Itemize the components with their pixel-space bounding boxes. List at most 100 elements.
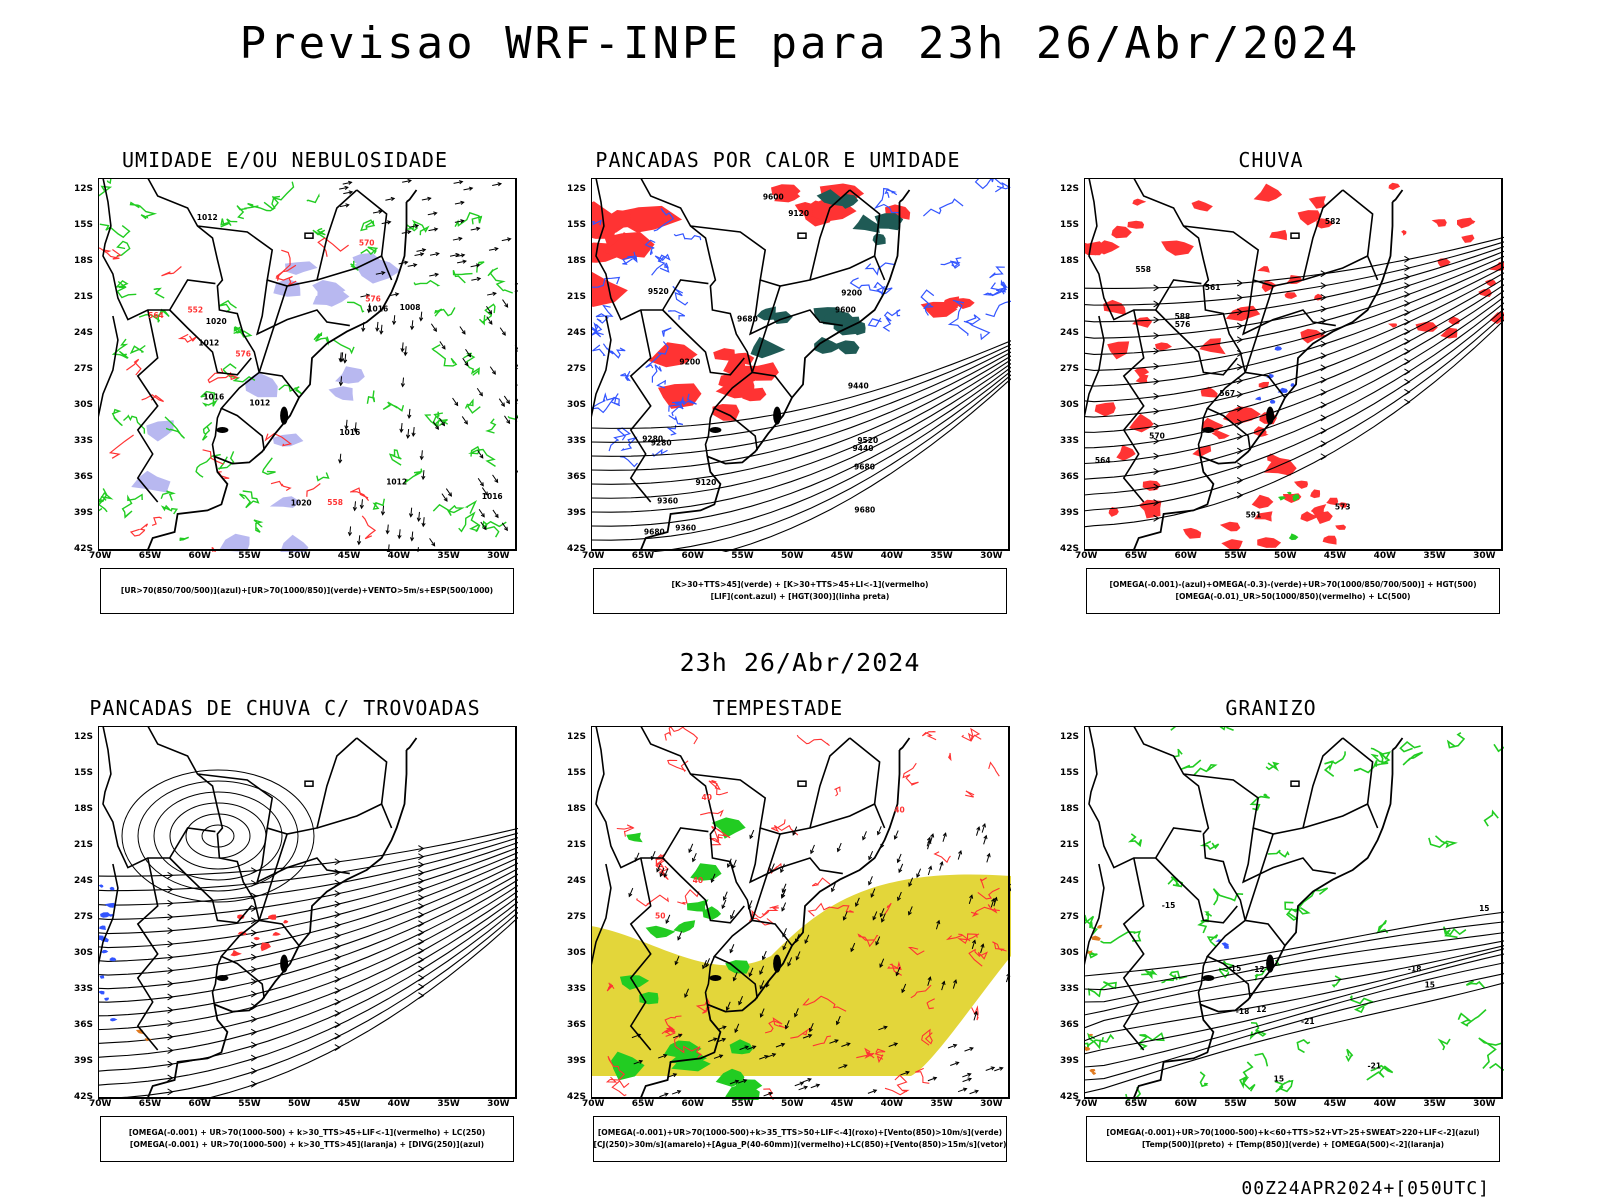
wind-vector xyxy=(888,1042,898,1048)
lat-tick-label: 27S xyxy=(1060,364,1080,374)
lat-tick-label: 30S xyxy=(74,400,94,410)
streamline xyxy=(1084,296,1504,465)
lat-tick-label: 18S xyxy=(567,804,587,814)
temp500-contour xyxy=(1084,948,1504,1042)
wind-vector-head xyxy=(462,259,467,264)
wind-vector-head xyxy=(359,504,364,510)
lon-tick-label: 30W xyxy=(980,551,1003,561)
wind-vector-head xyxy=(400,348,405,353)
lagoa-dos-patos xyxy=(773,954,782,973)
contour-line xyxy=(661,1027,675,1036)
contour-line xyxy=(360,219,376,232)
contour-line xyxy=(1446,732,1466,749)
lagoa-dos-patos xyxy=(280,406,289,425)
contour-line xyxy=(236,205,259,220)
shaded-area xyxy=(1338,502,1348,508)
contour-label: 40 xyxy=(894,806,904,815)
wind-vector xyxy=(657,1054,667,1059)
wind-vector xyxy=(732,859,737,869)
jet-250 xyxy=(591,874,1011,1076)
map-tempestade: 40 40 50 40 12S 15S 18S 21S 24S 27S 30S 33S 36S 39S 42… xyxy=(567,726,1011,1109)
flow-arrow xyxy=(418,938,425,946)
temp500-contours xyxy=(1084,911,1504,1094)
wind-vector-head xyxy=(409,537,415,542)
humidity-700-500-south xyxy=(131,420,309,552)
contour-line xyxy=(1100,930,1142,944)
contour-label: 9280 xyxy=(651,439,672,448)
lat-tick-label: 30S xyxy=(567,948,587,958)
wind-vector xyxy=(503,395,510,404)
contour-line xyxy=(764,1017,788,1034)
shaded-area xyxy=(1316,218,1334,229)
wind-vector xyxy=(766,1053,776,1058)
lat-tick-label: 18S xyxy=(74,256,94,266)
contour-label: 576 xyxy=(235,350,251,359)
flow-arrow xyxy=(167,1088,174,1096)
wind-vector xyxy=(665,914,671,924)
shaded-area xyxy=(98,884,104,888)
contour-line xyxy=(884,1074,910,1096)
shaded-area xyxy=(1134,367,1150,378)
wind-vector-head xyxy=(761,955,766,961)
panel-title: TEMPESTADE xyxy=(712,696,844,720)
contour-line xyxy=(129,523,149,537)
wind-vector-head xyxy=(781,888,786,894)
contour-line xyxy=(971,1005,979,1021)
country-border xyxy=(211,408,223,457)
shaded-area xyxy=(725,1084,760,1100)
map-pancadas-calor: 9680 9680 9680 9600 9520 9440 9360 9280 9200 9120… xyxy=(567,178,1011,561)
streamline xyxy=(98,873,518,1003)
flow-arrow xyxy=(1320,305,1327,313)
hgt500-labels: 588 591 573 570 567 564 561 558 582 576 xyxy=(1095,217,1351,519)
wind-vector-head xyxy=(405,434,411,439)
contour-line xyxy=(153,287,165,299)
wind-vector-head xyxy=(458,236,463,241)
country-border xyxy=(259,919,300,947)
wind-vector-head xyxy=(663,873,668,878)
hgt-contour xyxy=(721,377,1011,552)
lat-tick-label: 27S xyxy=(567,912,587,922)
shaded-area xyxy=(814,337,843,354)
contour-line xyxy=(1297,887,1329,915)
lon-tick-label: 60W xyxy=(188,551,211,561)
contour-line xyxy=(1284,901,1301,921)
wind-vector xyxy=(360,294,370,298)
wind-vector-head xyxy=(347,531,353,537)
wind-vector-head xyxy=(967,1077,973,1082)
li-unstable-nw xyxy=(591,201,683,307)
flow-arrow xyxy=(334,890,341,898)
contour-line xyxy=(160,490,176,501)
wind-vector xyxy=(862,831,867,840)
wind-vector-head xyxy=(387,220,392,225)
lat-tick-label: 12S xyxy=(74,184,94,194)
map-base xyxy=(1084,726,1404,1099)
contour-line xyxy=(360,246,379,256)
flow-arrow xyxy=(418,956,425,964)
shaded-area xyxy=(1388,323,1398,328)
flow-arrow xyxy=(418,902,425,910)
shaded-area xyxy=(1297,210,1322,226)
wind-vector-head xyxy=(850,947,855,953)
wind-vector xyxy=(763,1092,773,1097)
hgt-contour xyxy=(591,359,1011,499)
wind-vector-head xyxy=(659,872,664,878)
contour-line xyxy=(933,851,951,864)
contour-line xyxy=(856,1047,875,1059)
streamline xyxy=(98,867,518,990)
wind-vector-head xyxy=(433,227,439,232)
wind-vector-head xyxy=(468,186,474,191)
wind-vector xyxy=(927,977,931,986)
contour-line xyxy=(940,261,958,266)
wind-vector-head xyxy=(427,196,432,201)
wind-vector xyxy=(897,853,902,863)
lat-tick-label: 36S xyxy=(1060,472,1080,482)
contour-line xyxy=(333,339,355,355)
wind-vector-head xyxy=(896,858,901,864)
lat-tick-label: 30S xyxy=(1060,948,1080,958)
contour-label: 9360 xyxy=(657,496,678,505)
wind-vector xyxy=(985,1066,995,1071)
wind-vector-head xyxy=(726,863,731,868)
pwat-labels: 40 40 50 40 xyxy=(655,793,905,920)
shaded-area xyxy=(1091,1071,1097,1075)
contour-label: 40 xyxy=(693,876,703,885)
